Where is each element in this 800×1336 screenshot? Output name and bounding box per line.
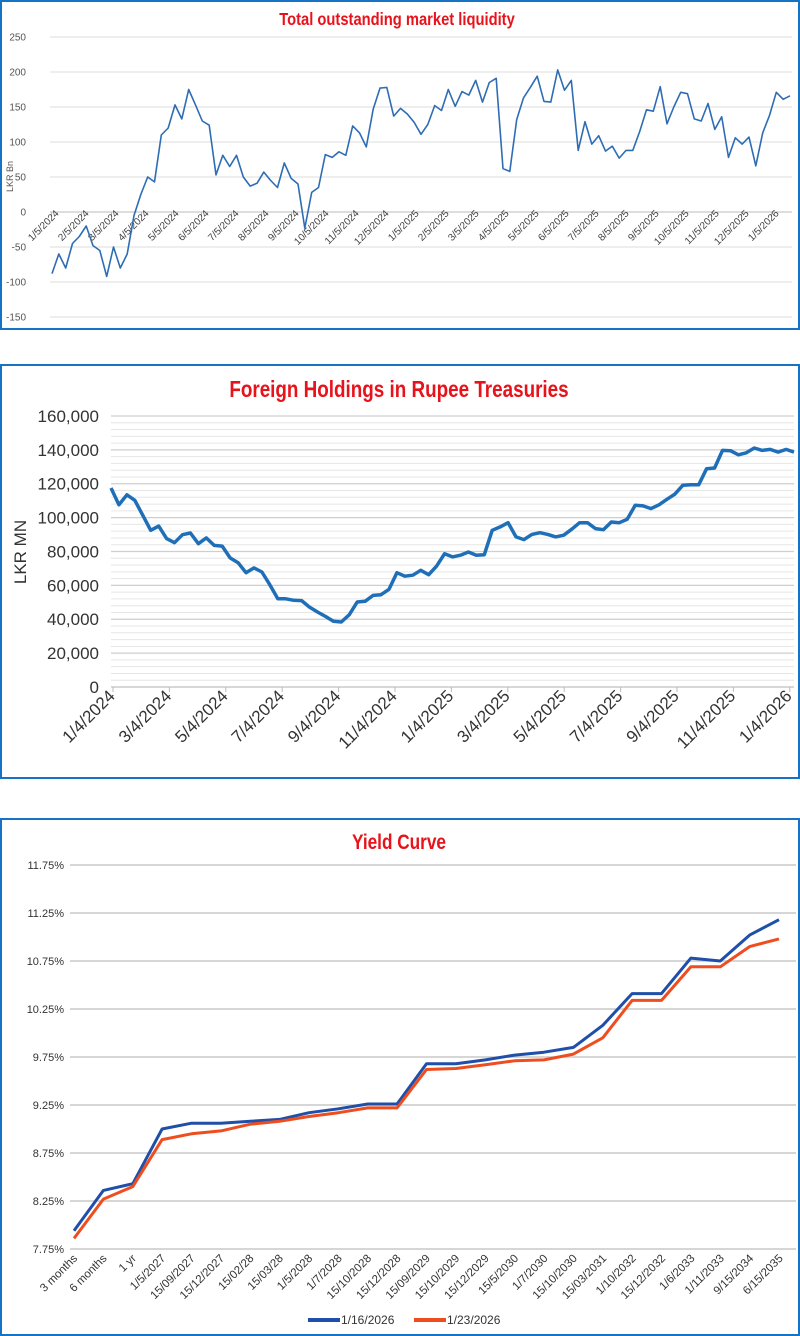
x-tick-label: 5/5/2024: [146, 208, 182, 244]
y-tick-label: -100: [6, 278, 26, 289]
yield-curve-chart-panel: Yield Curve 11.75% 11.25% 10.75% 10.25% 9.75…: [0, 818, 800, 1336]
yield-curve-chart: Yield Curve 11.75% 11.25% 10.75% 10.25% 9.75…: [2, 820, 798, 1334]
x-tick-label: 5/4/2024: [171, 686, 231, 746]
x-tick-label: 7/4/2024: [228, 686, 288, 746]
liquidity-chart-panel: Total outstanding market liquidity LKR B…: [0, 0, 800, 330]
foreign-holdings-chart-panel: Foreign Holdings in Rupee Treasuries LKR…: [0, 364, 800, 779]
series-line-0: [74, 920, 779, 1231]
y-tick-label: 150: [9, 103, 26, 114]
y-tick-label: 100: [9, 138, 26, 149]
y-tick-label: 9.25%: [33, 1100, 64, 1112]
x-tick-label: 1/5/2026: [746, 208, 782, 244]
x-tick-label: 4/5/2025: [476, 208, 512, 244]
x-tick-label: 3/4/2024: [115, 686, 175, 746]
x-tick-label: 6/5/2024: [176, 208, 212, 244]
x-tick-label: 8/5/2025: [596, 208, 632, 244]
x-tick-label: 7/4/2025: [566, 686, 626, 746]
x-tick-label: 1/4/2025: [397, 686, 457, 746]
series-line-1: [74, 939, 779, 1239]
x-tick-label: 11/4/2025: [673, 686, 739, 752]
y-axis-title: LKR Bn: [5, 161, 15, 192]
y-tick-label: 60,000: [47, 576, 99, 595]
y-tick-label: 8.75%: [33, 1148, 64, 1160]
y-tick-label: 100,000: [38, 509, 99, 528]
y-tick-label: 10.75%: [27, 956, 65, 968]
y-tick-label: 160,000: [38, 407, 99, 426]
y-tick-label: -50: [12, 243, 27, 254]
x-tick-label: 6/5/2025: [536, 208, 572, 244]
x-tick-label: 7/5/2024: [206, 208, 242, 244]
x-tick-label: 1/4/2026: [735, 686, 795, 746]
x-tick-label: 5/5/2025: [506, 208, 542, 244]
y-tick-label: 0: [20, 208, 26, 219]
x-tick-label: 3/5/2025: [446, 208, 482, 244]
chart-title: Foreign Holdings in Rupee Treasuries: [229, 377, 568, 402]
y-tick-label: 140,000: [38, 441, 99, 460]
series-line-0: [52, 70, 790, 277]
y-tick-label: 200: [9, 68, 26, 79]
y-tick-label: 80,000: [47, 542, 99, 561]
y-tick-label: 7.75%: [33, 1244, 64, 1256]
legend-label-1: 1/23/2026: [447, 1313, 501, 1327]
y-tick-label: 50: [15, 173, 27, 184]
y-tick-label: 9.75%: [33, 1052, 64, 1064]
y-tick-label: 20,000: [47, 644, 99, 663]
y-tick-label: 250: [9, 33, 26, 44]
y-tick-label: 40,000: [47, 610, 99, 629]
y-tick-label: 11.75%: [28, 860, 65, 872]
x-tick-label: 11/4/2024: [335, 686, 401, 752]
y-tick-label: 120,000: [38, 475, 99, 494]
x-tick-label: 8/5/2024: [236, 208, 272, 244]
x-tick-label: 7/5/2025: [566, 208, 602, 244]
y-tick-label: -150: [6, 313, 26, 324]
chart-title: Total outstanding market liquidity: [279, 10, 515, 30]
x-tick-label: 1 yr: [117, 1253, 139, 1275]
legend-label-0: 1/16/2026: [341, 1313, 395, 1327]
x-tick-label: 1/5/2025: [386, 208, 422, 244]
x-tick-label: 5/4/2025: [510, 686, 570, 746]
series-line-0: [111, 448, 794, 622]
chart-title: Yield Curve: [352, 832, 446, 855]
x-tick-label: 1/5/2024: [26, 208, 62, 244]
foreign-holdings-chart: Foreign Holdings in Rupee Treasuries LKR…: [2, 366, 798, 777]
x-tick-label: 2/5/2025: [416, 208, 452, 244]
liquidity-chart: Total outstanding market liquidity LKR B…: [2, 2, 798, 328]
y-tick-label: 10.25%: [27, 1004, 65, 1016]
y-tick-label: 11.25%: [28, 908, 65, 920]
y-tick-label: 8.25%: [33, 1196, 64, 1208]
x-tick-label: 3/5/2024: [86, 208, 122, 244]
x-tick-label: 3/4/2025: [453, 686, 513, 746]
y-axis-title: LKR MN: [11, 520, 30, 584]
